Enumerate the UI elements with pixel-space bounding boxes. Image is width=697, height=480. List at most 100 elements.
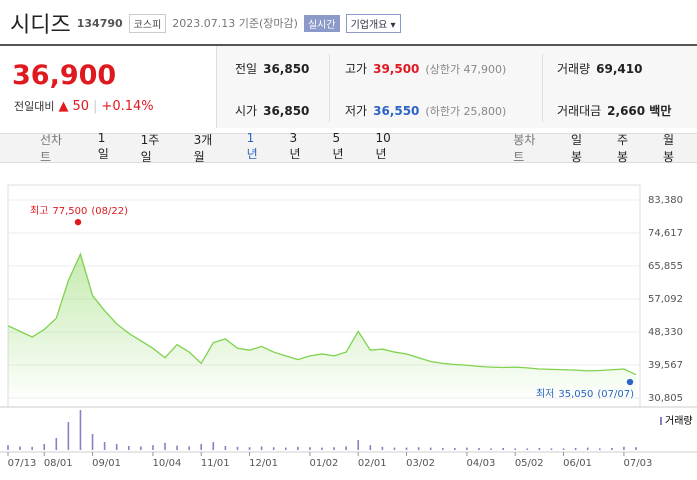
volume-bar (321, 447, 323, 450)
volume-bar (55, 438, 58, 450)
volume-bar (635, 447, 637, 450)
x-tick-label: 03/02 (406, 458, 435, 469)
volume-bar (454, 448, 456, 450)
volume-bar (598, 448, 601, 450)
y-tick-label: 83,380 (648, 195, 683, 206)
candle-label: 봉차트 (513, 133, 536, 164)
current-price: 36,900 (12, 60, 117, 91)
high-dot (74, 218, 82, 226)
company-dropdown[interactable]: 기업개요 ▾ (345, 13, 401, 33)
volume-bar (623, 446, 625, 450)
volume-bar (152, 445, 154, 450)
volume-bar (272, 447, 275, 450)
period-button[interactable]: 10년 (375, 131, 391, 161)
volume-bar (43, 444, 46, 450)
price-panel: 36,900 전일대비 ▲ 50 | +0.14% (0, 46, 215, 128)
x-tick-label: 06/01 (563, 458, 592, 469)
volume-bar (188, 446, 190, 450)
stat-value: 69,410 (596, 61, 643, 76)
low-label: 최저 35,050 (07/07) (536, 388, 634, 400)
stat-note: (하한가 25,800) (425, 104, 507, 118)
volume-bar (381, 446, 384, 450)
volume-bar (550, 448, 553, 450)
low-date: (07/07) (597, 389, 634, 400)
stat: 거래대금 2,660 백만 (557, 102, 671, 119)
volume-bar (441, 448, 444, 450)
market: 코스피 (128, 13, 167, 33)
stat-label: 거래대금 (557, 104, 602, 118)
volume-bar (248, 447, 251, 450)
low-label: 최저 (536, 388, 554, 400)
period-button[interactable]: 3개월 (193, 133, 213, 164)
volume-bar (502, 448, 504, 450)
low-value_label: 35,050 (558, 389, 593, 400)
volume-bar (538, 448, 541, 450)
period-button[interactable]: 1년 (246, 131, 258, 161)
volume-bar (345, 446, 347, 450)
candle-button[interactable]: 주봉 (616, 133, 629, 164)
stat-label: 시가 (235, 104, 258, 118)
y-tick-label: 74,617 (648, 228, 683, 239)
stat-label: 저가 (345, 104, 368, 118)
volume-bar (140, 446, 142, 450)
change-label: 전일대비 (14, 100, 55, 113)
volume-bar (224, 446, 227, 450)
candle-button[interactable]: 월봉 (662, 133, 675, 164)
low-dot (626, 378, 634, 386)
x-tick-label: 04/03 (467, 458, 496, 469)
x-tick-label: 12/01 (249, 458, 278, 469)
period-button[interactable]: 1일 (97, 131, 109, 161)
x-tick-label: 09/01 (92, 458, 121, 469)
x-tick-label: 07/03 (624, 458, 653, 469)
volume-bar (514, 448, 517, 450)
stat-label: 거래량 (557, 62, 591, 76)
volume-bar (31, 446, 33, 450)
volume-bar (164, 442, 166, 450)
separator (542, 54, 543, 122)
volume-bar (490, 448, 492, 450)
stat: 전일 36,850 (235, 60, 309, 77)
x-tick-label: 02/01 (358, 458, 387, 469)
realtime-button[interactable]: 실시간 (303, 14, 340, 32)
volume-bar (611, 448, 613, 450)
price-area (8, 254, 636, 398)
high-date: (08/22) (91, 206, 128, 217)
period-button[interactable]: 3년 (289, 131, 301, 161)
volume-bar (574, 448, 577, 450)
x-tick-label: 05/02 (515, 458, 544, 469)
x-tick-label: 10/04 (153, 458, 182, 469)
volume-bar (7, 445, 9, 450)
stat-note: (상한가 47,900) (425, 62, 507, 76)
volume-bar (405, 447, 408, 450)
up-icon: ▲ (58, 98, 69, 114)
separator (329, 54, 330, 122)
stat: 거래량 69,410 (557, 60, 642, 77)
volume-bar (79, 410, 82, 450)
volume-bar (103, 442, 106, 450)
volume-bar (586, 447, 589, 450)
volume-bar (260, 446, 263, 450)
period-button[interactable]: 5년 (332, 131, 344, 161)
change-percent: +0.14% (101, 98, 154, 114)
volume-bar (91, 434, 94, 450)
x-tick-label: 11/01 (201, 458, 230, 469)
high-value_label: 77,500 (52, 206, 87, 217)
stat-value: 2,660 백만 (607, 104, 672, 118)
volume-bar (357, 440, 360, 450)
volume-bar (284, 447, 287, 450)
volume-bar (526, 448, 529, 450)
period-button[interactable]: 1주일 (140, 133, 160, 164)
stat-label: 전일 (235, 62, 258, 76)
dropdown-label: 기업개요 (350, 19, 388, 31)
volume-bar (200, 444, 203, 450)
volume-bar (127, 446, 130, 450)
date: 2023.07.13 기준(장마감) (172, 17, 298, 30)
high-label: 최고 77,500 (08/22) (30, 205, 128, 217)
volume-bar (393, 447, 396, 450)
x-tick-label: 01/02 (310, 458, 339, 469)
volume-legend-swatch (660, 417, 662, 425)
volume-bar (466, 447, 468, 450)
candle-button[interactable]: 일봉 (570, 133, 583, 164)
y-tick-label: 39,567 (648, 360, 683, 371)
